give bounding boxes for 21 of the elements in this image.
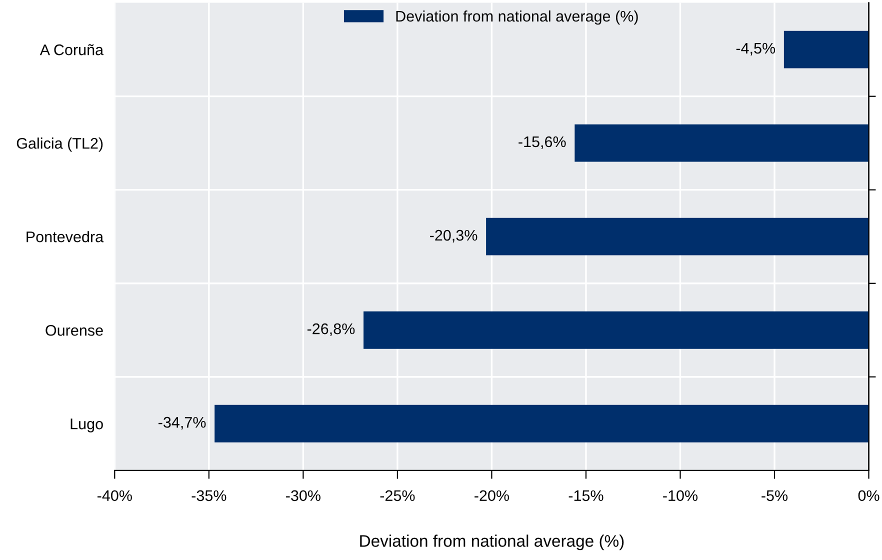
x-tick-label: -30% [286, 490, 320, 502]
x-axis-title: Deviation from national average (%) [360, 534, 624, 550]
x-tick-label: -25% [380, 490, 415, 502]
data-label: -4,5% [736, 42, 776, 56]
y-tick-label: A Coruña [40, 44, 104, 56]
x-tick-label: -20% [474, 490, 510, 502]
data-label: -26,8% [307, 323, 355, 336]
data-label: -15,6% [518, 136, 566, 149]
y-tick-label: Lugo [70, 418, 103, 432]
y-tick-label: Ourense [46, 324, 103, 336]
x-tick-label: -40% [98, 490, 132, 502]
y-tick-label: Pontevedra [26, 231, 104, 242]
data-label: -20,3% [430, 230, 478, 243]
legend-label: Deviation from national average (%) [396, 10, 638, 25]
y-tick-label: Galicia (TL2) [16, 138, 103, 152]
x-tick-label: 0% [858, 490, 880, 502]
data-label: -34,7% [158, 416, 206, 430]
x-tick-label: -15% [568, 490, 604, 502]
x-tick-label: -35% [192, 490, 226, 502]
x-tick-label: -10% [663, 490, 698, 502]
x-tick-label: -5% [762, 490, 788, 502]
